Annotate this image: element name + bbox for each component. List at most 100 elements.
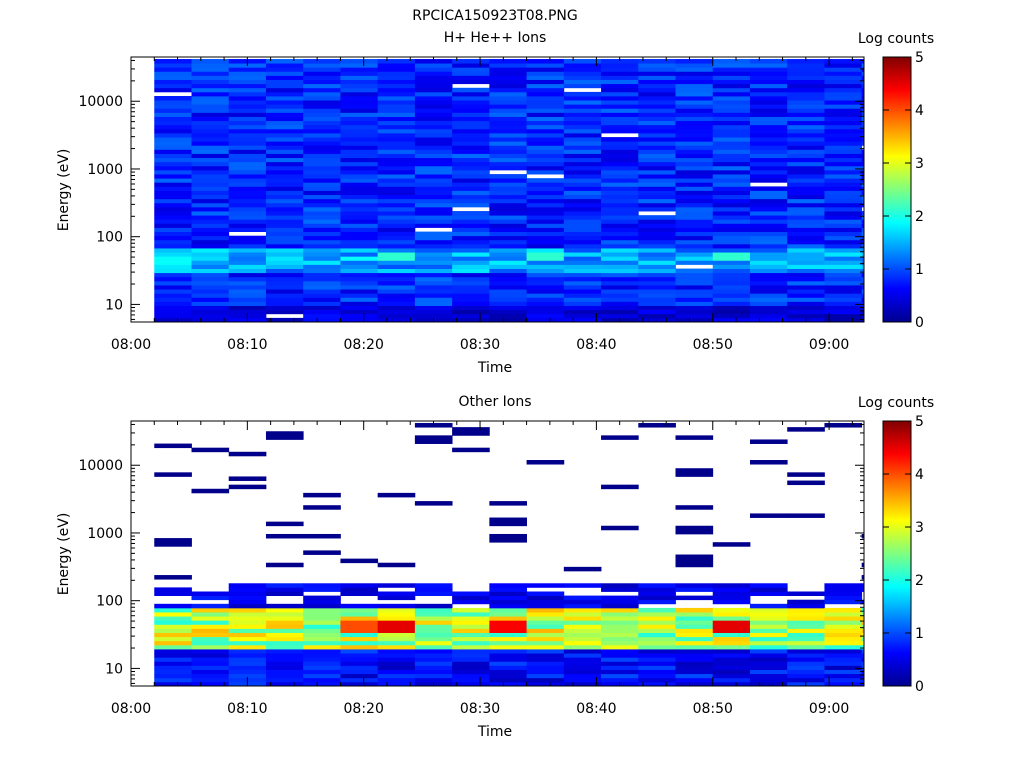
heatmap-cell	[787, 313, 825, 319]
heatmap-cell	[191, 174, 230, 179]
heatmap-cell	[154, 223, 192, 228]
heatmap-cell	[861, 223, 864, 228]
heatmap-cell	[489, 100, 527, 105]
heatmap-cell	[452, 301, 490, 306]
heatmap-cell	[712, 87, 751, 93]
heatmap-cell	[452, 681, 490, 686]
heatmap-cell	[638, 640, 676, 646]
heatmap-cell	[452, 297, 490, 302]
heatmap-cell	[154, 472, 192, 477]
heatmap-cell	[414, 59, 453, 64]
heatmap-cell	[414, 132, 453, 138]
heatmap-cell	[414, 301, 453, 306]
heatmap-cell	[638, 632, 676, 638]
heatmap-cell	[563, 157, 602, 163]
heatmap-cell	[228, 227, 267, 232]
heatmap-cell	[377, 677, 416, 683]
heatmap-cell	[601, 289, 639, 294]
heatmap-cell	[563, 219, 602, 224]
heatmap-cell	[824, 665, 863, 670]
heatmap-cell	[601, 276, 639, 282]
heatmap-cell	[675, 161, 714, 167]
heatmap-cell	[675, 174, 714, 179]
heatmap-cell	[601, 141, 639, 146]
heatmap-cell	[601, 256, 639, 261]
heatmap-cell	[340, 124, 379, 130]
heatmap-cell	[824, 87, 863, 93]
heatmap-cell	[861, 128, 864, 134]
heatmap-cell	[154, 616, 192, 621]
heatmap-cell	[154, 116, 192, 122]
heatmap-cell	[638, 653, 676, 658]
heatmap-cell	[340, 137, 379, 142]
heatmap-cell	[787, 248, 825, 253]
heatmap-cell	[191, 297, 230, 302]
heatmap-cell	[265, 616, 304, 621]
heatmap-cell	[303, 252, 341, 257]
heatmap-cell	[228, 673, 267, 679]
heatmap-cell	[452, 104, 490, 109]
heatmap-cell	[563, 260, 602, 265]
heatmap-cell	[489, 223, 527, 228]
heatmap-cell	[824, 653, 863, 658]
heatmap-cell	[154, 268, 192, 274]
heatmap-cell	[526, 268, 565, 274]
heatmap-cell	[712, 677, 751, 683]
heatmap-cell	[489, 649, 527, 654]
heatmap-cell	[191, 256, 230, 261]
heatmap-cell	[414, 657, 453, 662]
heatmap-cell	[489, 305, 527, 311]
heatmap-cell	[712, 219, 751, 224]
heatmap-cell	[154, 243, 192, 249]
heatmap-cell	[154, 640, 192, 646]
heatmap-cell	[414, 71, 453, 76]
heatmap-cell	[191, 243, 230, 249]
heatmap-cell	[489, 583, 527, 588]
heatmap-cell	[861, 116, 864, 122]
heatmap-cell	[675, 145, 714, 150]
heatmap-cell	[749, 128, 788, 134]
figure-title: RPCICA150923T08.PNG	[412, 8, 577, 24]
heatmap-cell	[787, 108, 825, 113]
heatmap-cell	[228, 206, 267, 212]
heatmap-cell	[675, 285, 714, 290]
heatmap-cell	[191, 657, 230, 662]
heatmap-cell	[601, 87, 639, 93]
heatmap-cell	[638, 194, 676, 200]
heatmap-cell	[787, 186, 825, 191]
colorbar-tick-label: 2	[915, 209, 924, 225]
heatmap-cell	[675, 313, 714, 319]
heatmap-cell	[601, 198, 639, 204]
heatmap-cell	[228, 169, 267, 175]
heatmap-cell	[414, 636, 453, 642]
heatmap-cell	[712, 59, 751, 64]
heatmap-cell	[377, 141, 416, 146]
heatmap-cell	[861, 231, 864, 237]
heatmap-cell	[638, 644, 676, 650]
heatmap-cell	[638, 616, 676, 621]
heatmap-cell	[414, 124, 453, 130]
heatmap-cell	[228, 669, 267, 675]
heatmap-cell	[526, 104, 565, 109]
y-tick-label: 10	[105, 297, 123, 313]
heatmap-cell	[601, 211, 639, 216]
heatmap-cell	[340, 673, 379, 679]
heatmap-cell	[377, 182, 416, 187]
heatmap-cell	[675, 112, 714, 117]
heatmap-cell	[340, 169, 379, 175]
heatmap-cell	[824, 112, 863, 117]
heatmap-cell	[787, 223, 825, 228]
heatmap-cell	[638, 673, 676, 679]
heatmap-cell	[414, 501, 453, 506]
heatmap-cell	[228, 285, 267, 290]
heatmap-cell	[563, 108, 602, 113]
heatmap-cell	[303, 649, 341, 654]
heatmap-cell	[191, 313, 230, 319]
heatmap-cell	[452, 132, 490, 138]
heatmap-cell	[526, 301, 565, 306]
heatmap-cell	[563, 603, 602, 609]
heatmap-cell	[228, 587, 267, 592]
heatmap-cell	[675, 595, 714, 601]
heatmap-cell	[675, 649, 714, 654]
